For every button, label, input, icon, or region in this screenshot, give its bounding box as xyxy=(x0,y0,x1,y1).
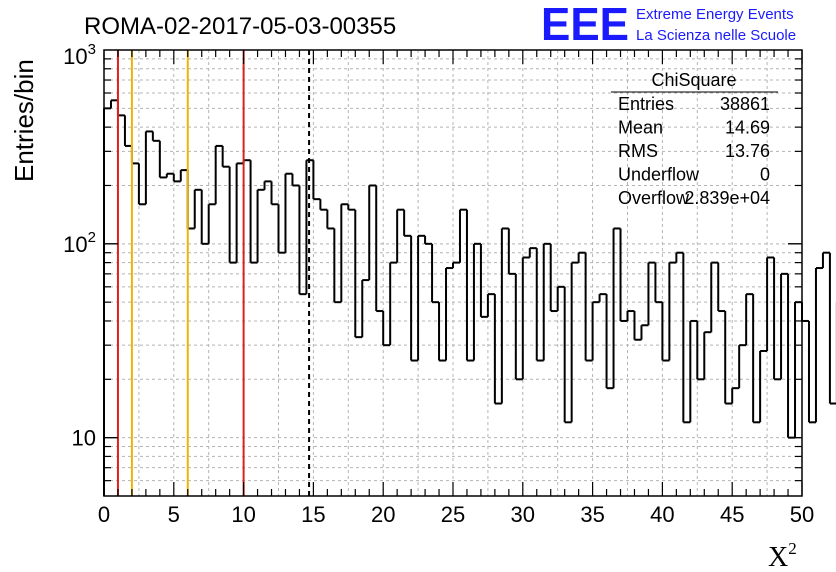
stats-value: 2.839e+04 xyxy=(684,188,770,208)
x-tick-labels: 0 5 10 15 20 25 30 35 40 45 50 xyxy=(98,502,814,527)
stats-label: Mean xyxy=(618,118,663,138)
stats-label: Overflow xyxy=(618,188,690,208)
x-tick-label: 50 xyxy=(790,502,814,527)
stats-label: Underflow xyxy=(618,165,700,185)
x-tick-label: 10 xyxy=(231,502,255,527)
x-tick-label: 25 xyxy=(441,502,465,527)
stats-value: 38861 xyxy=(720,94,770,114)
logo-line-1: Extreme Energy Events xyxy=(636,6,794,23)
x-tick-label: 40 xyxy=(650,502,674,527)
x-axis-label: X2 xyxy=(768,539,797,572)
x-axis-label-sup: 2 xyxy=(788,539,797,558)
y-tick-label: 102 xyxy=(63,229,96,257)
stats-label: RMS xyxy=(618,141,658,161)
stats-value: 13.76 xyxy=(725,141,770,161)
x-tick-label: 45 xyxy=(720,502,744,527)
x-tick-label: 20 xyxy=(371,502,395,527)
stats-value: 14.69 xyxy=(725,118,770,138)
x-tick-label: 0 xyxy=(98,502,110,527)
y-tick-label: 10 xyxy=(72,426,96,451)
eee-logo: EEE Extreme Energy Events La Scienza nel… xyxy=(541,0,796,50)
stats-rows: Entries 38861 Mean 14.69 RMS 13.76 Underflow 0 O… xyxy=(618,94,770,208)
logo-text: EEE xyxy=(541,0,629,50)
reference-lines xyxy=(116,50,311,496)
stats-title: ChiSquare xyxy=(651,70,736,90)
y-tick-labels: 10 102 103 xyxy=(63,41,96,451)
chart-title: ROMA-02-2017-05-03-00355 xyxy=(84,13,396,40)
y-axis-label: Entries/bin xyxy=(9,59,39,182)
histogram-series xyxy=(103,99,836,496)
x-tick-label: 15 xyxy=(301,502,325,527)
logo-line-2: La Scienza nelle Scuole xyxy=(636,27,796,44)
x-axis-label-main: X xyxy=(768,542,788,572)
stats-label: Entries xyxy=(618,94,674,114)
grid-lines xyxy=(104,50,802,496)
stats-box: ChiSquare Entries 38861 Mean 14.69 RMS 13.76 U… xyxy=(611,70,778,208)
y-tick-label: 103 xyxy=(63,41,96,69)
x-tick-label: 30 xyxy=(511,502,535,527)
stats-value: 0 xyxy=(760,165,770,185)
x-tick-label: 35 xyxy=(580,502,604,527)
x-tick-label: 5 xyxy=(168,502,180,527)
axes xyxy=(103,49,803,497)
